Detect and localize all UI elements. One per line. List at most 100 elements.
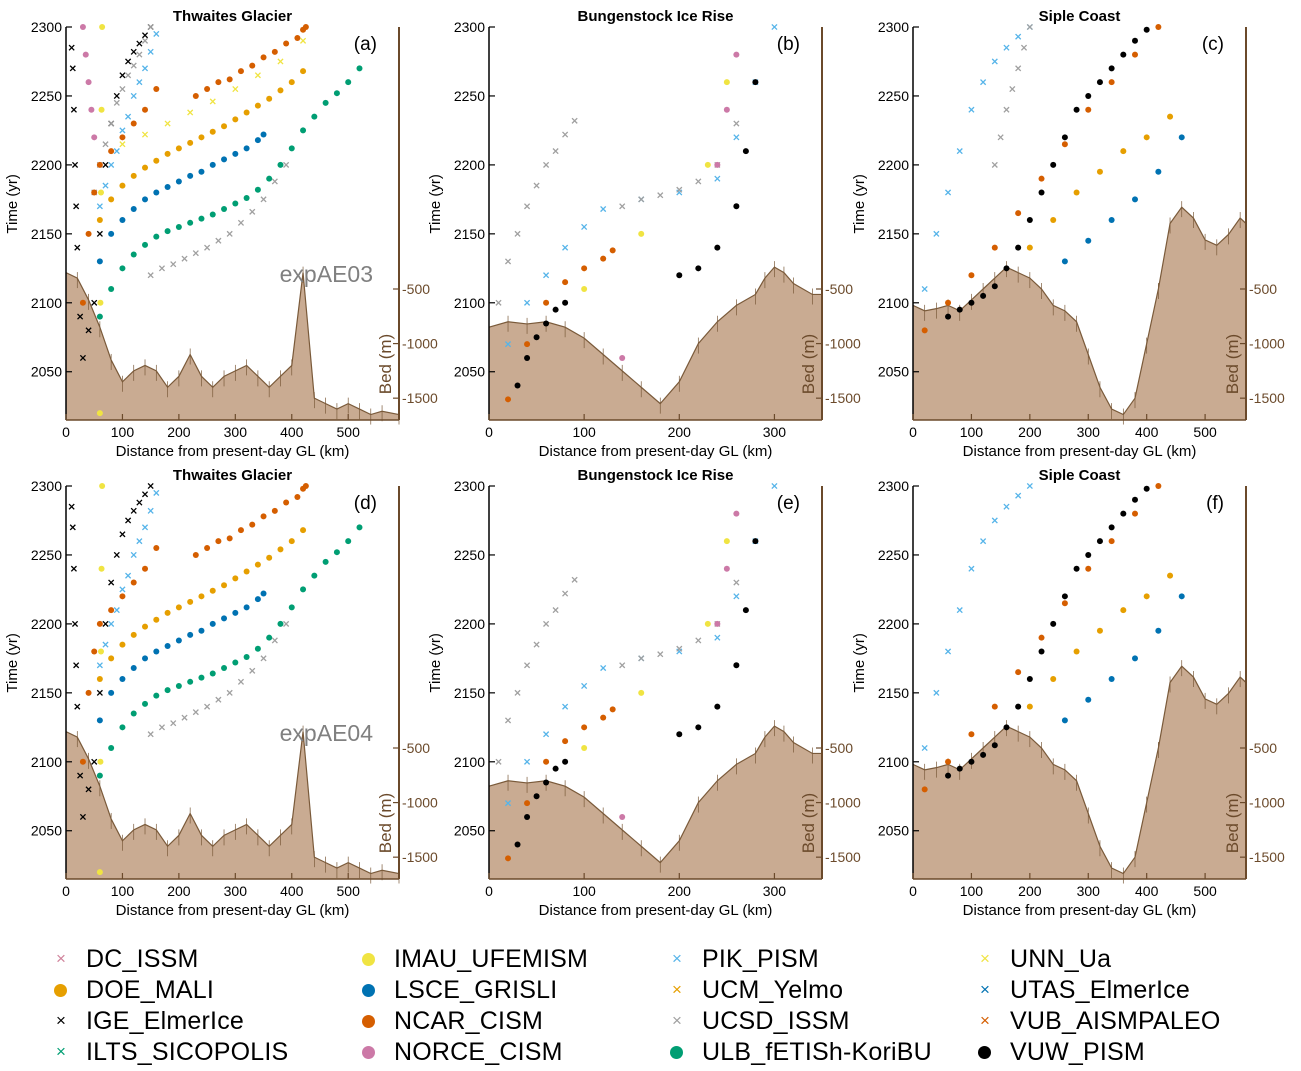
data-point xyxy=(102,182,109,189)
data-point xyxy=(581,265,588,272)
data-point xyxy=(933,689,940,696)
data-point xyxy=(260,513,267,520)
data-point xyxy=(1108,676,1115,683)
data-point xyxy=(980,79,987,86)
data-point xyxy=(638,230,645,237)
data-point xyxy=(752,79,759,86)
y2-axis-label: Bed (m) xyxy=(376,334,395,394)
data-point xyxy=(82,51,89,58)
data-point xyxy=(771,23,778,31)
y2-tick-label: -1000 xyxy=(1249,795,1285,811)
panel-letter: (f) xyxy=(1206,493,1224,514)
data-point xyxy=(79,354,86,362)
data-point xyxy=(164,687,171,694)
series-DOE_MALI xyxy=(96,527,307,683)
data-point xyxy=(514,689,521,696)
data-point xyxy=(1085,551,1092,558)
data-point xyxy=(113,148,120,155)
data-point xyxy=(260,196,267,203)
data-point xyxy=(1050,161,1057,168)
legend-label: VUB_AISMPALEO xyxy=(1010,1006,1221,1035)
series-IMAU_UFEMISM xyxy=(96,24,106,417)
data-point xyxy=(980,751,987,758)
x-tick-label: 100 xyxy=(111,883,135,899)
legend-dot-icon xyxy=(362,1014,375,1028)
data-point xyxy=(119,217,126,224)
data-point xyxy=(91,134,98,141)
series-LSCE_GRISLI xyxy=(96,590,267,724)
data-point xyxy=(96,869,103,876)
data-point xyxy=(209,98,216,105)
series-VUW_PISM xyxy=(945,26,1150,320)
data-point xyxy=(119,265,126,272)
x-tick-label: 0 xyxy=(62,424,70,440)
data-point xyxy=(277,546,284,553)
x-axis-label: Distance from present-day GL (km) xyxy=(116,902,350,919)
data-point xyxy=(980,292,987,299)
series-PIK_PISM xyxy=(96,30,160,210)
data-point xyxy=(581,286,588,292)
y2-tick-label: -500 xyxy=(1249,281,1277,297)
x-axis-label: Distance from present-day GL (km) xyxy=(539,443,773,460)
data-point xyxy=(504,717,512,724)
data-point xyxy=(108,745,115,751)
x-tick-label: 100 xyxy=(572,424,596,440)
data-point xyxy=(1015,703,1022,710)
legend-item: × ILTS_SICOPOLIS xyxy=(50,1037,288,1067)
y2-tick-label: -1500 xyxy=(1249,849,1285,865)
data-point xyxy=(581,223,588,231)
data-point xyxy=(204,545,211,552)
data-point xyxy=(147,23,154,31)
data-point xyxy=(581,682,588,690)
data-point xyxy=(98,106,105,113)
data-point xyxy=(243,145,250,152)
data-point xyxy=(733,120,740,127)
legend-cross-icon: × xyxy=(672,1011,682,1030)
data-point xyxy=(181,714,188,721)
data-point xyxy=(1050,217,1057,224)
data-point xyxy=(1143,485,1150,492)
x-tick-label: 300 xyxy=(1077,883,1101,899)
data-point xyxy=(676,272,683,279)
data-point xyxy=(742,148,749,155)
data-point xyxy=(96,772,103,779)
data-point xyxy=(237,527,244,534)
legend-item: × IGE_ElmerIce xyxy=(50,1006,244,1036)
panel-b: 2050 2100 2150 2200 2250 2300 0 100 200 300 -500 -1… xyxy=(427,8,861,460)
series-NORCE_CISM xyxy=(619,51,740,361)
data-point xyxy=(226,689,233,696)
series-VUW_PISM xyxy=(514,538,759,848)
data-point xyxy=(192,250,199,257)
legend-label: UTAS_ElmerIce xyxy=(1010,975,1190,1004)
legend-dot-icon xyxy=(362,983,375,997)
data-point xyxy=(1120,51,1127,58)
legend-label: LSCE_GRISLI xyxy=(394,975,558,1004)
y-tick-label: 2050 xyxy=(454,823,485,839)
data-point xyxy=(543,779,550,786)
legend-cross-icon: × xyxy=(980,1011,990,1030)
data-point xyxy=(102,641,109,648)
bed-area xyxy=(66,731,399,879)
data-point xyxy=(96,203,103,210)
data-point xyxy=(237,219,245,226)
data-point xyxy=(581,724,588,731)
data-point xyxy=(1120,148,1127,155)
data-point xyxy=(1085,237,1092,244)
legend-label: IGE_ElmerIce xyxy=(86,1006,245,1035)
data-point xyxy=(198,134,205,141)
y2-axis-label: Bed (m) xyxy=(1223,793,1242,853)
data-point xyxy=(243,653,250,660)
legend-label: PIK_PISM xyxy=(702,944,819,973)
data-point xyxy=(1120,510,1127,517)
legend-item: VUW_PISM xyxy=(974,1037,1145,1067)
data-point xyxy=(562,279,569,286)
data-point xyxy=(299,37,307,44)
data-point xyxy=(79,299,86,306)
data-point xyxy=(204,244,211,251)
data-point xyxy=(198,674,205,681)
y2-tick-label: -1000 xyxy=(825,336,861,352)
data-point xyxy=(333,549,340,556)
data-point xyxy=(552,765,559,772)
data-point xyxy=(74,244,81,251)
y-tick-label: 2050 xyxy=(878,364,909,380)
